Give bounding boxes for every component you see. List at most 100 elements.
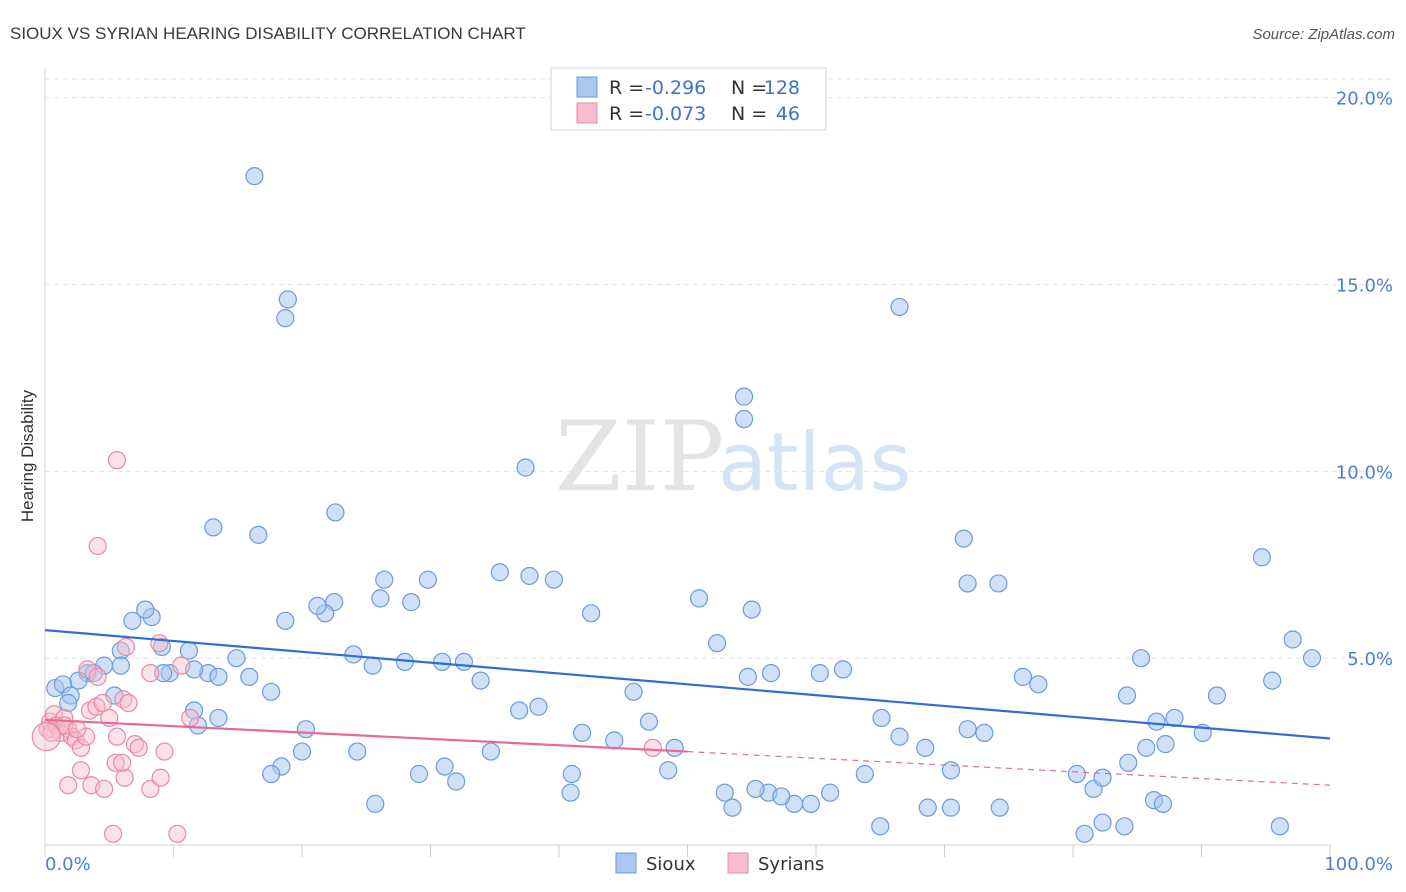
sioux-point-19: [402, 593, 421, 612]
sioux-point-121: [1270, 817, 1289, 836]
watermark-zip: ZIP: [555, 401, 724, 513]
sioux-point-114: [1156, 735, 1175, 754]
sioux-point-59: [471, 671, 490, 690]
y-tick-label-2: 15.0%: [1336, 276, 1393, 297]
sioux-point-5: [734, 387, 754, 406]
sioux-point-69: [481, 742, 500, 761]
sioux-point-43: [111, 656, 130, 675]
legend-r-value-syrians: -0.073: [645, 103, 706, 125]
sioux-point-106: [918, 798, 937, 817]
sioux-point-116: [1153, 794, 1173, 813]
sioux-point-79: [296, 720, 315, 739]
sioux-point-84: [715, 783, 734, 802]
sioux-point-102: [746, 779, 765, 799]
sioux-point-87: [821, 783, 840, 802]
sioux-point-2: [276, 309, 295, 328]
sioux-point-37: [209, 667, 228, 686]
sioux-point-67: [573, 723, 592, 743]
bottom-legend-label-sioux: Sioux: [646, 854, 696, 875]
sioux-point-27: [689, 589, 709, 608]
sioux-point-68: [605, 731, 624, 750]
syrians-point-33: [141, 779, 160, 799]
syrians-point-28: [71, 761, 91, 780]
sioux-point-29: [958, 574, 977, 593]
syrians-point-27: [116, 637, 136, 657]
sioux-point-104: [801, 794, 820, 813]
syrians-point-22: [172, 656, 191, 675]
syrians-point-38: [59, 776, 78, 795]
sioux-point-10: [954, 529, 973, 548]
sioux-point-8: [249, 525, 268, 544]
sioux-point-81: [562, 764, 581, 784]
sioux-point-0: [245, 167, 264, 186]
sioux-point-80: [292, 742, 312, 761]
syrians-trend-line: [44, 718, 688, 753]
sioux-point-66: [529, 697, 548, 716]
sioux-point-83: [366, 794, 385, 813]
legend-n-value-sioux: 128: [764, 77, 800, 99]
sioux-point-39: [227, 649, 246, 668]
syrians-point-30: [95, 779, 114, 799]
sioux-point-62: [665, 738, 684, 757]
bottom-legend-swatch-syrians: [727, 852, 749, 874]
bottom-legend: Sioux Syrians: [615, 852, 824, 875]
sioux-point-118: [1132, 649, 1151, 668]
sioux-point-28: [742, 600, 761, 619]
syrians-point-23: [78, 660, 97, 679]
sioux-point-60: [510, 701, 529, 720]
x-tick-label-1: 100.0%: [1324, 854, 1393, 875]
syrians-point-2: [44, 705, 64, 724]
legend-r-value-sioux: -0.296: [645, 77, 706, 99]
sioux-point-12: [490, 563, 509, 582]
sioux-point-125: [1075, 824, 1094, 843]
sioux-point-97: [810, 664, 829, 683]
sioux-point-17: [371, 589, 390, 608]
legend-n-label-sioux: N =: [731, 77, 767, 99]
sioux-point-75: [262, 764, 281, 784]
sioux-point-64: [738, 667, 757, 686]
bottom-legend-label-syrians: Syrians: [758, 854, 824, 875]
sioux-point-112: [1119, 753, 1138, 772]
syrians-point-19: [129, 738, 148, 757]
sioux-point-13: [418, 570, 438, 589]
sioux-point-76: [209, 708, 228, 728]
sioux-point-6: [516, 458, 535, 477]
sioux-point-58: [454, 652, 474, 672]
syrians-point-35: [155, 742, 174, 761]
sioux-point-35: [179, 641, 199, 660]
watermark-atlas: atlas: [718, 416, 911, 509]
syrians-point-17: [119, 693, 138, 713]
sioux-point-31: [1283, 630, 1302, 649]
sioux-point-101: [723, 798, 742, 817]
syrians-point-9: [71, 738, 91, 757]
sioux-point-21: [276, 611, 295, 630]
sioux-point-54: [344, 645, 363, 664]
sioux-point-9: [326, 503, 345, 522]
syrians-point-32: [115, 768, 134, 787]
syrians-point-26: [88, 536, 107, 556]
syrians-point-25: [107, 451, 127, 470]
correlation-legend: R = -0.296 N = 128 R = -0.073 N = 46: [550, 67, 827, 131]
legend-swatch-sioux: [576, 76, 598, 98]
sioux-point-90: [890, 727, 909, 746]
sioux-point-72: [409, 764, 429, 784]
sioux-point-26: [582, 604, 601, 623]
legend-n-value-syrians: 46: [776, 103, 800, 125]
series-syrians-points: [31, 451, 662, 843]
syrians-trend-extension: [687, 750, 1331, 786]
syrians-point-21: [150, 634, 169, 653]
watermark: ZIP atlas: [555, 401, 911, 513]
sioux-point-105: [871, 817, 890, 836]
x-tick-labels: 0.0% 100.0%: [45, 854, 1393, 875]
syrians-point-31: [106, 753, 125, 772]
syrians-point-37: [104, 824, 123, 843]
sioux-point-94: [975, 723, 994, 743]
sioux-point-115: [1147, 712, 1166, 731]
sioux-point-25: [520, 566, 539, 586]
sioux-point-57: [432, 652, 452, 672]
sioux-point-70: [435, 757, 454, 776]
syrians-point-5: [55, 708, 74, 728]
sioux-point-127: [1263, 671, 1282, 690]
sioux-point-88: [855, 764, 874, 784]
